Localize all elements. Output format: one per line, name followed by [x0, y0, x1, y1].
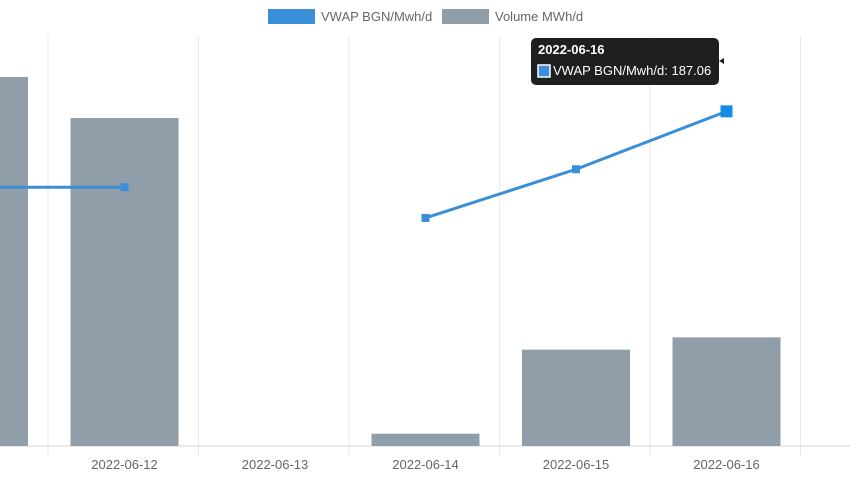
volume-bar-2022-06-16[interactable] [672, 337, 781, 446]
tooltip-title: 2022-06-16 [538, 42, 605, 57]
vwap-point-2022-06-15[interactable] [572, 165, 580, 174]
vwap-point-2022-06-12[interactable] [120, 183, 129, 192]
legend-label-volume[interactable]: Volume MWh/d [495, 9, 583, 24]
tooltip-value: VWAP BGN/Mwh/d: 187.06 [553, 63, 711, 78]
volume-bars [0, 77, 781, 446]
vwap-point-2022-06-16[interactable] [720, 105, 733, 118]
x-axis-ticks: 12022-06-122022-06-132022-06-142022-06-1… [91, 457, 760, 472]
x-tick-label-5: 2022-06-16 [693, 457, 760, 472]
vwap-line-layer [0, 105, 733, 222]
tooltip-box [531, 38, 719, 85]
legend-swatch-volume[interactable] [442, 9, 489, 24]
legend[interactable]: VWAP BGN/Mwh/d Volume MWh/d [268, 9, 583, 24]
legend-label-vwap[interactable]: VWAP BGN/Mwh/d [321, 9, 432, 24]
volume-bar-2022-06-12[interactable] [70, 118, 179, 446]
legend-swatch-vwap[interactable] [268, 9, 315, 24]
volume-bar-2022-06-11[interactable] [0, 77, 28, 446]
x-tick-label-1: 2022-06-12 [91, 457, 158, 472]
x-tick-label-2: 2022-06-13 [242, 457, 309, 472]
x-tick-label-3: 2022-06-14 [392, 457, 459, 472]
vwap-line-segment-2 [425, 109, 728, 220]
vwap-point-2022-06-14[interactable] [421, 213, 430, 222]
x-tick-label-4: 2022-06-15 [543, 457, 610, 472]
tooltip: 2022-06-16 VWAP BGN/Mwh/d: 187.06 [531, 38, 724, 85]
volume-bar-2022-06-15[interactable] [522, 349, 630, 446]
volume-bar-2022-06-14[interactable] [371, 433, 480, 446]
tooltip-pointer [719, 58, 724, 64]
tooltip-color-swatch [537, 64, 551, 78]
